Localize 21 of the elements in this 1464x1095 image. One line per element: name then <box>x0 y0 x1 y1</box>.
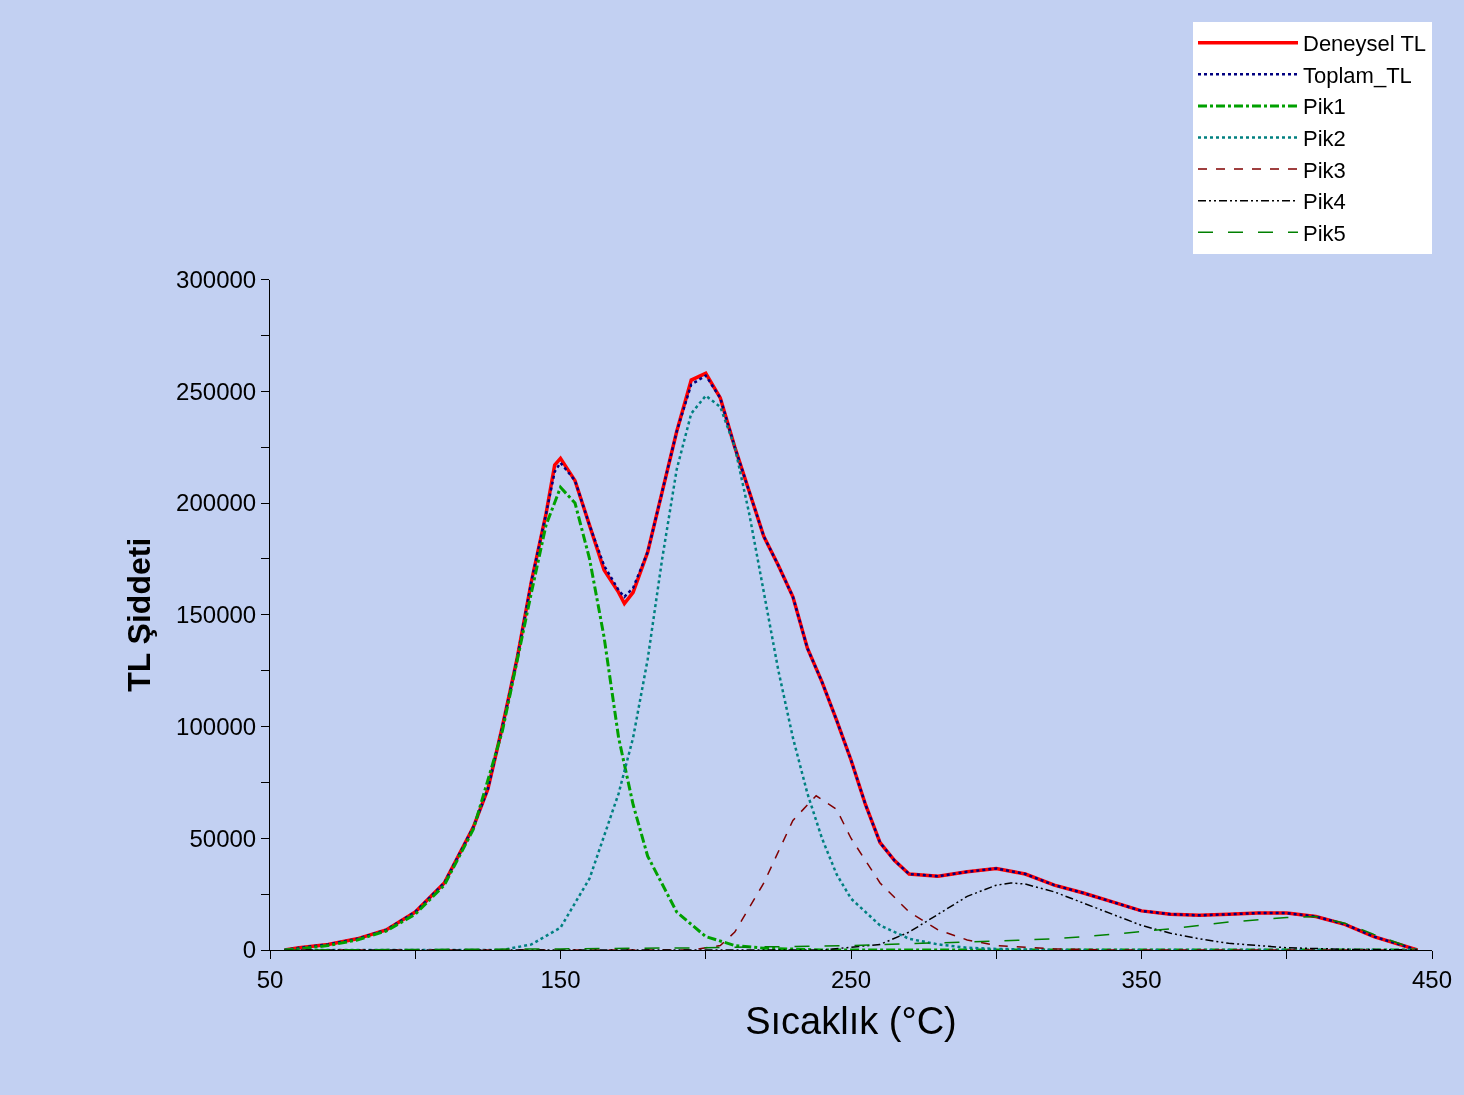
x-tick-label: 350 <box>1121 965 1162 993</box>
legend-label: Pik5 <box>1303 220 1346 246</box>
y-tick-label: 0 <box>242 936 257 964</box>
y-axis-title: TL Şiddeti <box>121 537 158 692</box>
legend-label: Deneysel TL <box>1303 31 1427 57</box>
legend-label: Pik2 <box>1303 126 1346 152</box>
y-tick-label: 250000 <box>176 377 257 405</box>
legend-label: Pik4 <box>1303 189 1346 215</box>
x-tick-label: 250 <box>830 965 872 993</box>
y-tick-label: 100000 <box>176 712 257 740</box>
legend-label: Toplam_TL <box>1303 62 1412 88</box>
y-tick-label: 200000 <box>176 489 257 517</box>
x-tick-label: 50 <box>256 965 284 993</box>
legend-label: Pik3 <box>1303 157 1346 183</box>
y-tick-label: 300000 <box>176 265 257 293</box>
x-tick-label: 150 <box>540 965 581 993</box>
y-tick-label: 50000 <box>189 824 257 852</box>
legend-label: Pik1 <box>1303 94 1346 120</box>
x-tick-label: 450 <box>1411 965 1453 993</box>
x-axis-title: Sıcaklık (°C) <box>745 999 957 1042</box>
y-tick-label: 150000 <box>176 601 257 629</box>
